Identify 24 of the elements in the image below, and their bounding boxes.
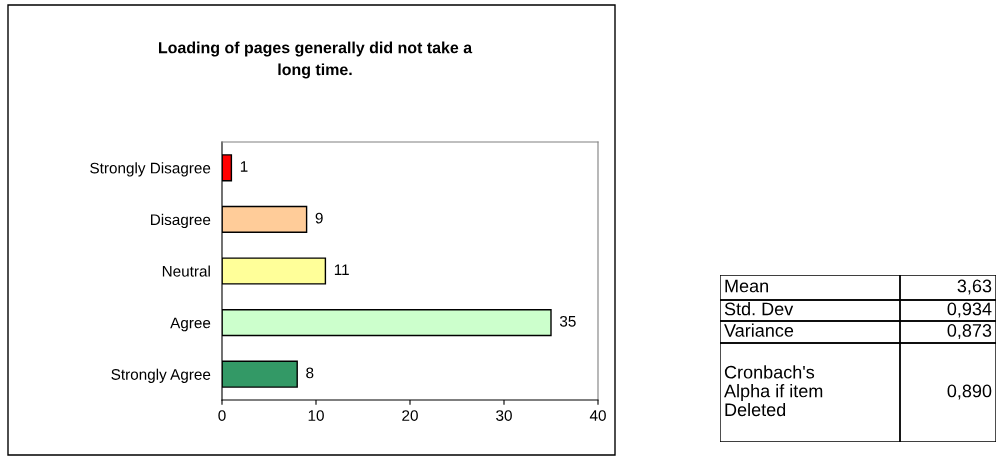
data-label: 11 xyxy=(334,264,349,275)
text: 0,890 xyxy=(947,384,992,400)
x-tick-label: 10 xyxy=(308,410,324,421)
y-tick-label: Strongly Agree xyxy=(111,368,211,383)
data-label: 1 xyxy=(240,161,248,172)
text: Mean xyxy=(725,279,768,293)
y-tick-label: Neutral xyxy=(162,265,210,277)
x-tick-label: 30 xyxy=(496,410,512,421)
data-label: 8 xyxy=(306,367,314,379)
chart-title: Loading of pages generally did not take a long time. xyxy=(159,41,473,79)
x-tick-label: 0 xyxy=(218,410,226,421)
y-tick-label: Disagree xyxy=(151,213,211,229)
text: Variance xyxy=(724,323,794,337)
text: 0,934 xyxy=(947,302,992,318)
x-tick-label: 40 xyxy=(589,410,606,421)
y-tick-label: Agree xyxy=(170,317,211,332)
text: Cronbach's Alpha if item Deleted xyxy=(724,365,823,417)
data-label: 9 xyxy=(315,212,323,224)
text: 3,63 xyxy=(957,279,992,295)
text: Std. Dev xyxy=(724,302,794,316)
x-tick-label: 20 xyxy=(402,410,418,421)
text: 0,873 xyxy=(947,324,992,339)
y-tick-label: Strongly Disagree xyxy=(90,162,211,177)
data-label: 35 xyxy=(559,315,576,327)
